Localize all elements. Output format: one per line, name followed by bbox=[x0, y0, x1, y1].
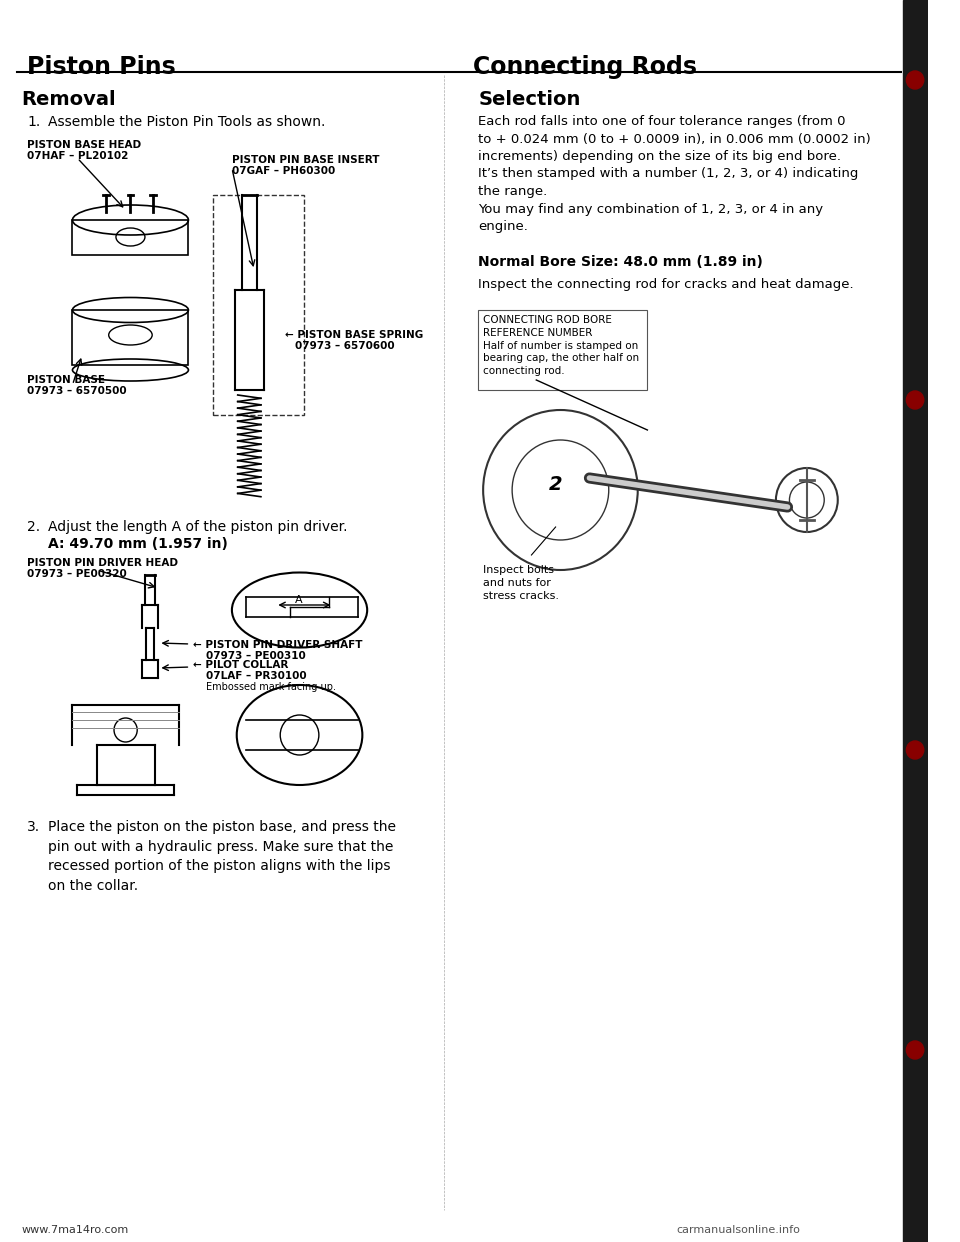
Text: PISTON PIN BASE INSERT: PISTON PIN BASE INSERT bbox=[232, 155, 379, 165]
Text: PISTON PIN DRIVER HEAD: PISTON PIN DRIVER HEAD bbox=[27, 558, 178, 568]
Text: PISTON BASE: PISTON BASE bbox=[27, 375, 105, 385]
Text: CONNECTING ROD BORE
REFERENCE NUMBER
Half of number is stamped on
bearing cap, t: CONNECTING ROD BORE REFERENCE NUMBER Hal… bbox=[483, 315, 639, 376]
Text: Inspect the connecting rod for cracks and heat damage.: Inspect the connecting rod for cracks an… bbox=[478, 278, 854, 291]
Text: Embossed mark facing up.: Embossed mark facing up. bbox=[205, 682, 336, 692]
Text: Piston Pins: Piston Pins bbox=[27, 55, 176, 79]
Bar bbox=[903, 0, 927, 1242]
Bar bbox=[478, 310, 647, 390]
Text: 07973 – PE00320: 07973 – PE00320 bbox=[27, 569, 127, 579]
Text: A: 49.70 mm (1.957 in): A: 49.70 mm (1.957 in) bbox=[48, 537, 228, 551]
Text: 07LAF – PR30100: 07LAF – PR30100 bbox=[205, 671, 306, 681]
Text: carmanualsonline.info: carmanualsonline.info bbox=[677, 1225, 801, 1235]
Text: Each rod falls into one of four tolerance ranges (from 0
to + 0.024 mm (0 to + 0: Each rod falls into one of four toleranc… bbox=[478, 116, 871, 233]
Text: Connecting Rods: Connecting Rods bbox=[473, 55, 698, 79]
Text: ← PISTON BASE SPRING: ← PISTON BASE SPRING bbox=[285, 330, 423, 340]
Text: Place the piston on the piston base, and press the
pin out with a hydraulic pres: Place the piston on the piston base, and… bbox=[48, 820, 396, 893]
Text: 3.: 3. bbox=[27, 820, 40, 833]
Text: www.7ma14ro.com: www.7ma14ro.com bbox=[21, 1225, 129, 1235]
Bar bbox=[212, 195, 304, 415]
Text: 07973 – 6570500: 07973 – 6570500 bbox=[27, 386, 127, 396]
Text: Normal Bore Size: 48.0 mm (1.89 in): Normal Bore Size: 48.0 mm (1.89 in) bbox=[478, 255, 763, 270]
Text: Adjust the length A of the piston pin driver.: Adjust the length A of the piston pin dr… bbox=[48, 520, 348, 534]
Circle shape bbox=[906, 391, 924, 409]
Text: 07HAF – PL20102: 07HAF – PL20102 bbox=[27, 152, 129, 161]
Text: Assemble the Piston Pin Tools as shown.: Assemble the Piston Pin Tools as shown. bbox=[48, 116, 325, 129]
Text: Inspect bolts
and nuts for
stress cracks.: Inspect bolts and nuts for stress cracks… bbox=[483, 565, 559, 601]
Text: Selection: Selection bbox=[478, 89, 581, 109]
Text: 2: 2 bbox=[549, 476, 563, 494]
Circle shape bbox=[906, 71, 924, 89]
Circle shape bbox=[906, 741, 924, 759]
Bar bbox=[72, 220, 188, 255]
Bar bbox=[72, 310, 188, 365]
Text: ← PISTON PIN DRIVER SHAFT: ← PISTON PIN DRIVER SHAFT bbox=[193, 640, 363, 650]
Text: 2.: 2. bbox=[27, 520, 40, 534]
Circle shape bbox=[906, 1041, 924, 1059]
Text: 1.: 1. bbox=[27, 116, 40, 129]
Text: 07973 – 6570600: 07973 – 6570600 bbox=[295, 342, 395, 351]
Text: 07GAF – PH60300: 07GAF – PH60300 bbox=[232, 166, 335, 176]
Text: ← PILOT COLLAR: ← PILOT COLLAR bbox=[193, 660, 289, 669]
Text: Removal: Removal bbox=[21, 89, 116, 109]
Text: 07973 – PE00310: 07973 – PE00310 bbox=[205, 651, 305, 661]
Text: PISTON BASE HEAD: PISTON BASE HEAD bbox=[27, 140, 141, 150]
Text: A: A bbox=[295, 595, 302, 605]
